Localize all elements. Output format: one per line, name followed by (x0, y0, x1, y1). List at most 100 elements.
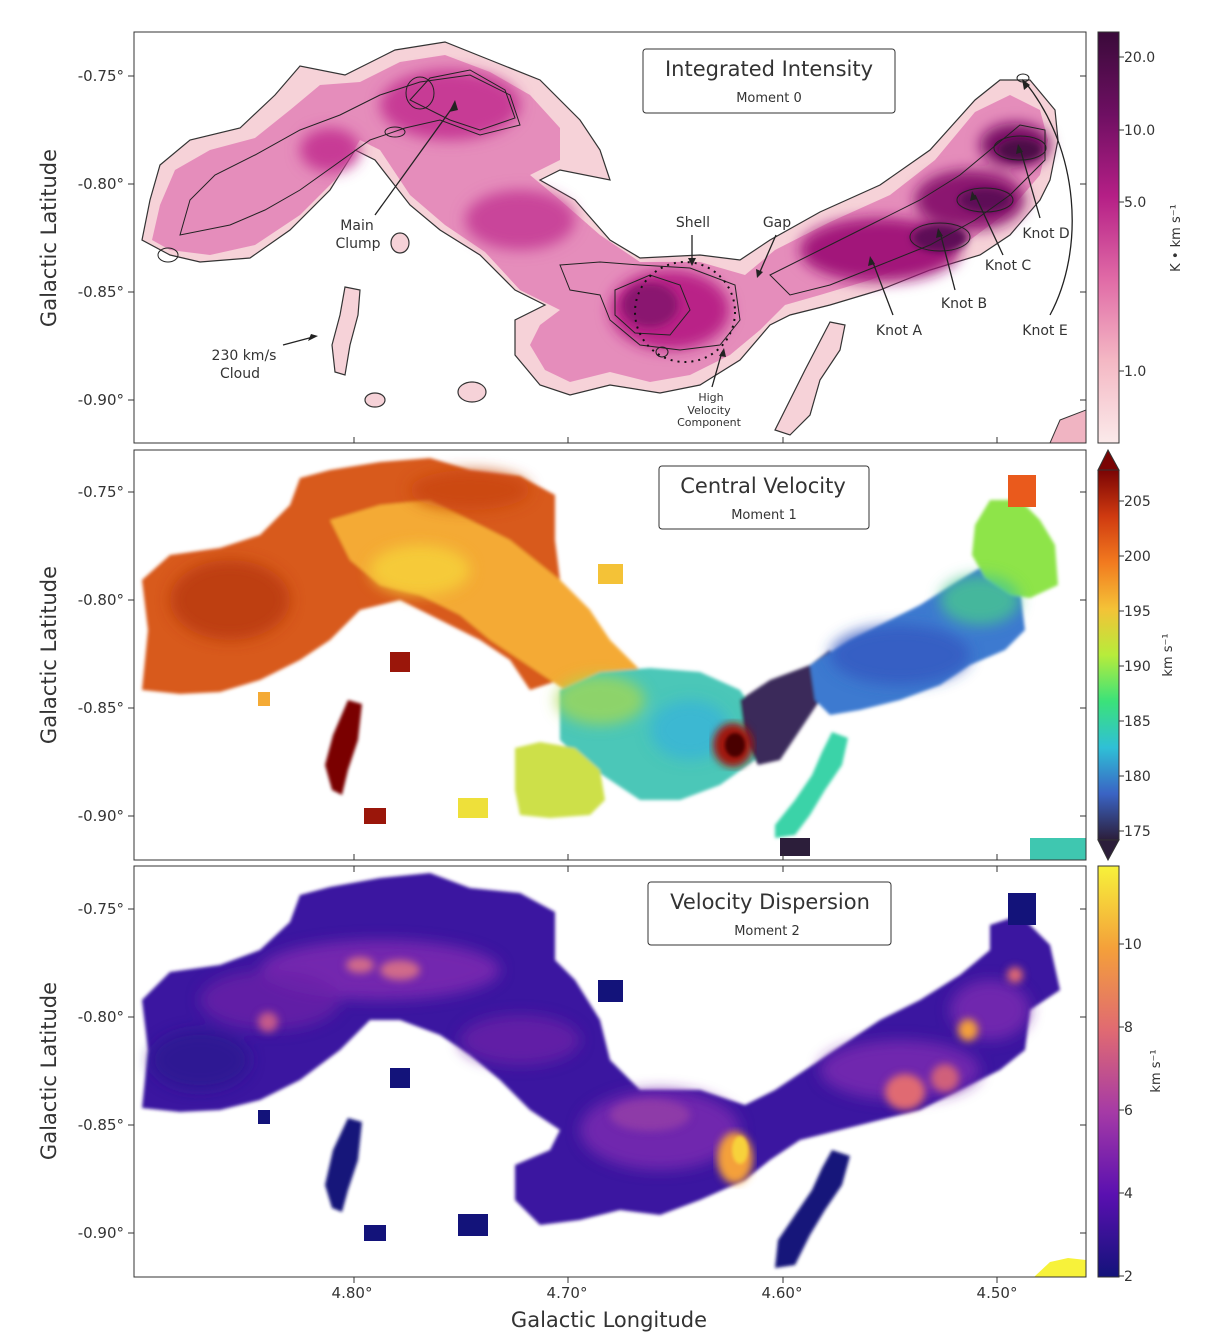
moment2-ylabel: Galactic Latitude (37, 982, 61, 1160)
moment1-cbar-tick: 180 (1124, 769, 1151, 785)
moment2-y-axis: Galactic Latitude -0.75° -0.80° -0.85° -… (37, 900, 1086, 1242)
moment2-cbar-tick: 10 (1124, 937, 1142, 953)
moment0-corner-patch (1049, 409, 1086, 443)
moment0-annotations: Main Clump 230 km/s Cloud Shell Gap High… (212, 79, 1073, 429)
moment1-cbar-tick: 200 (1124, 549, 1151, 565)
annotation-knot-a: Knot A (876, 323, 923, 339)
moment1-cbar-tick: 190 (1124, 659, 1151, 675)
moment1-gradients (170, 470, 1020, 760)
moment2-pixel (364, 1225, 386, 1241)
moment1-y-axis: Galactic Latitude -0.75° -0.80° -0.85° -… (37, 483, 1086, 860)
moment2-shell-edge-core (732, 1136, 748, 1164)
moment2-title: Velocity Dispersion (670, 890, 870, 914)
moment2-xtick-label: 4.60° (762, 1284, 803, 1302)
moment0-blob (364, 392, 386, 408)
moment1-cbar-tick: 205 (1124, 494, 1151, 510)
moment1-subtitle: Moment 1 (731, 508, 797, 523)
moment0-ytick-label: -0.80° (78, 175, 124, 193)
moment1-ytick-label: -0.75° (78, 483, 124, 501)
moment1-pixel (258, 692, 270, 706)
moment2-cbar-tick: 8 (1124, 1020, 1133, 1036)
moment1-cbar-tick: 195 (1124, 604, 1151, 620)
moment2-pixel (458, 1214, 488, 1236)
annotation-knot-c: Knot C (985, 258, 1032, 274)
moment2-ytick-label: -0.90° (78, 1224, 124, 1242)
moment1-east-filament (775, 732, 848, 838)
moment0-ytick-label: -0.75° (78, 67, 124, 85)
annotation-hvc-2: Velocity (687, 404, 731, 417)
moment2-x-axis: 4.80° 4.70° 4.60° 4.50° Galactic Longitu… (332, 866, 1018, 1332)
moment0-ytick-label: -0.85° (78, 283, 124, 301)
moment0-cbar-label: K • km s⁻¹ (1169, 204, 1184, 272)
annotation-main-clump: Main (340, 218, 373, 234)
panel-moment2: Velocity Dispersion Moment 2 Galactic La… (37, 865, 1164, 1332)
annotation-230-cloud: 230 km/s (212, 348, 277, 364)
moment1-ytick-label: -0.80° (78, 591, 124, 609)
annotation-hvc-3: Component (677, 416, 742, 429)
moment1-colorbar-bottom-extend (1097, 839, 1120, 862)
moment1-title-box: Central Velocity Moment 1 (658, 465, 870, 530)
moment0-cbar-tick: 20.0 (1124, 50, 1155, 66)
moment2-ytick-label: -0.80° (78, 1008, 124, 1026)
moment2-xtick-label: 4.70° (547, 1284, 588, 1302)
moment0-frame (133, 31, 1087, 444)
moment1-southwest-blob (515, 742, 605, 818)
moment0-ylabel: Galactic Latitude (37, 149, 61, 327)
moment2-230-cloud (325, 1118, 362, 1212)
moment1-pixel (458, 798, 488, 818)
moment2-cbar-label: km s⁻¹ (1149, 1049, 1164, 1092)
moment0-cbar-tick: 1.0 (1124, 364, 1146, 380)
moment1-pixel (1008, 475, 1036, 507)
annotation-shell: Shell (676, 215, 710, 231)
moment2-pixel (258, 1110, 270, 1124)
moment0-blob (390, 232, 410, 254)
moment1-title: Central Velocity (680, 474, 846, 498)
moment2-hotspots (258, 957, 1023, 1131)
moment2-title-box: Velocity Dispersion Moment 2 (647, 881, 892, 946)
annotation-knot-b: Knot B (941, 296, 987, 312)
moment1-ytick-label: -0.90° (78, 807, 124, 825)
moment1-ytick-label: -0.85° (78, 699, 124, 717)
moment1-colorbar-gradient (1097, 469, 1120, 841)
moment0-colorbar-gradient (1097, 31, 1120, 444)
moment0-body (152, 55, 1048, 382)
moment2-pixel (598, 980, 623, 1002)
moment1-hvc-core (725, 733, 745, 757)
annotation-knot-e: Knot E (1022, 323, 1067, 339)
moment1-cbar-label: km s⁻¹ (1161, 633, 1176, 676)
moment0-contours (157, 69, 1047, 358)
moment1-pixel (598, 564, 623, 584)
moment2-xlabel: Galactic Longitude (511, 1308, 707, 1332)
moment1-pixel (780, 838, 810, 856)
moment2-cbar-tick: 2 (1124, 1269, 1133, 1285)
moment1-cbar-tick: 185 (1124, 714, 1151, 730)
moment2-colorbar-gradient (1097, 865, 1120, 1278)
moment2-subtitle: Moment 2 (734, 924, 800, 939)
moment2-pixel (1008, 893, 1036, 925)
moment0-title-box: Integrated Intensity Moment 0 (642, 48, 896, 114)
moment2-ytick-label: -0.75° (78, 900, 124, 918)
moment1-east-head (972, 500, 1058, 598)
moment2-pixel (390, 1068, 410, 1088)
moment0-blob (457, 381, 487, 403)
panel-moment0: Integrated Intensity Moment 0 (37, 31, 1184, 444)
moment2-frame (133, 865, 1087, 1278)
moment0-colorbar: 20.0 10.0 5.0 1.0 K • km s⁻¹ (1097, 31, 1184, 444)
moment1-corner (1030, 838, 1086, 860)
moment0-map (141, 41, 1086, 443)
moment1-pixel (364, 808, 386, 824)
moment0-peaks (622, 139, 1042, 327)
moment1-230-cloud (325, 700, 362, 795)
annotation-hvc-1: High (698, 391, 723, 404)
annotation-knot-d: Knot D (1022, 226, 1069, 242)
moment2-xtick-label: 4.80° (332, 1284, 373, 1302)
moment2-cbar-tick: 4 (1124, 1186, 1133, 1202)
panel-moment1: Central Velocity Moment 1 Galactic Latit… (37, 448, 1176, 862)
moment2-xtick-label: 4.50° (977, 1284, 1018, 1302)
shell-outline (634, 261, 736, 363)
moment2-cbar-tick: 6 (1124, 1103, 1133, 1119)
moment0-ytick-label: -0.90° (78, 391, 124, 409)
annotation-230-cloud-2: Cloud (220, 366, 260, 382)
moment0-230-cloud (331, 286, 361, 376)
moment0-yticks (128, 75, 1086, 443)
